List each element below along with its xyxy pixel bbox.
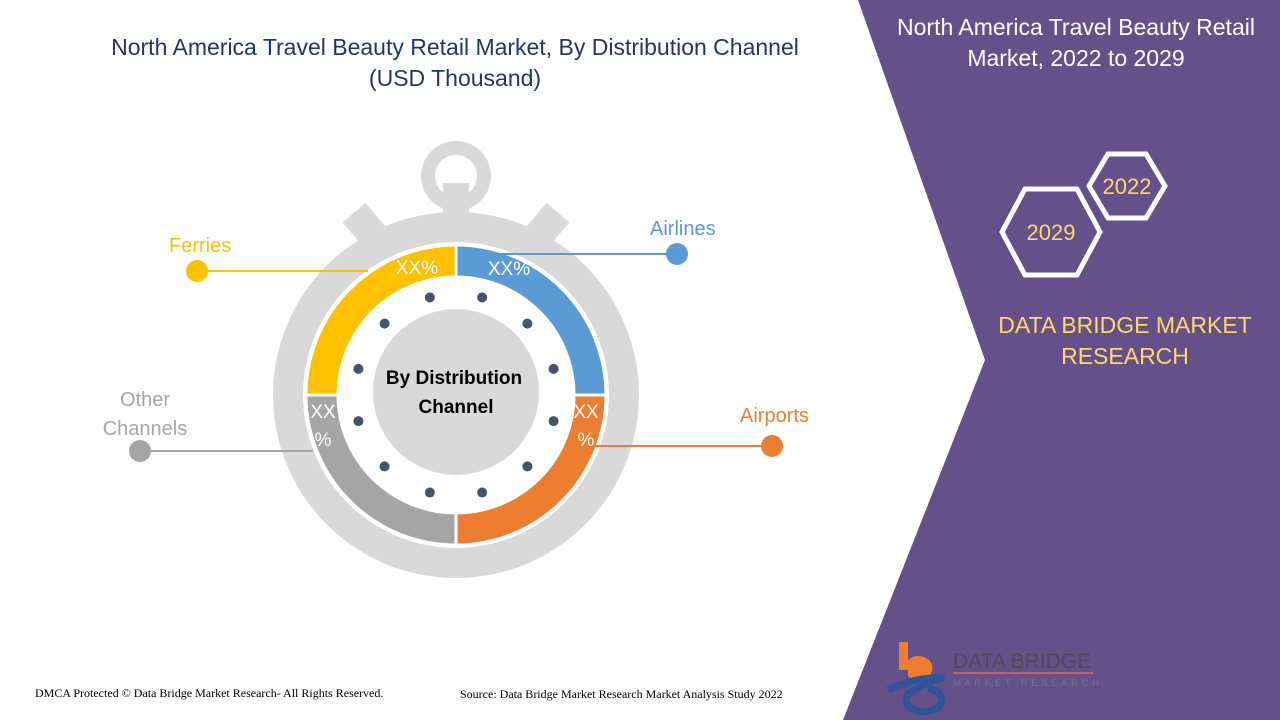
logo-subtext: MARKET RESEARCH: [953, 678, 1103, 688]
year-start: 2022: [1103, 174, 1152, 199]
value-label-airports-1: XX: [573, 402, 599, 423]
logo-icon: [886, 642, 946, 716]
marker-airports: [761, 435, 783, 457]
footer-copyright: DMCA Protected © Data Bridge Market Rese…: [35, 686, 384, 700]
logo-text: DATA BRIDGE: [953, 650, 1091, 673]
value-label-other-1: XX: [310, 402, 336, 423]
tick-dot: [379, 461, 390, 472]
brand-name: DATA BRIDGE MARKET RESEARCH: [998, 312, 1252, 369]
center-label-line1: By Distribution: [386, 368, 522, 389]
legend-airlines: Airlines: [650, 218, 716, 240]
hexagon-2022-icon: [1086, 151, 1168, 221]
tick-dot: [548, 363, 559, 374]
center-label-line2: Channel: [419, 397, 494, 418]
value-label-airlines: XX%: [488, 259, 530, 280]
legend-ferries: Ferries: [169, 235, 232, 257]
side-panel-bg: [843, 0, 1280, 720]
tick-dot: [424, 292, 435, 303]
tick-dot: [548, 416, 559, 427]
tick-dot: [379, 318, 390, 329]
legend-airports: Airports: [740, 405, 809, 427]
marker-airlines: [666, 243, 688, 265]
tick-dot: [353, 363, 364, 374]
value-label-ferries: XX%: [396, 258, 438, 279]
value-label-airports-2: %: [578, 430, 595, 451]
side-panel-title: North America Travel Beauty Retail Marke…: [897, 14, 1255, 71]
marker-other: [129, 440, 151, 462]
hexagon-2029-icon: [999, 186, 1103, 278]
tick-dot: [424, 487, 435, 498]
tick-dot: [353, 416, 364, 427]
tick-dot: [477, 487, 488, 498]
footer-source: Source: Data Bridge Market Research Mark…: [460, 687, 783, 701]
year-end: 2029: [1027, 220, 1076, 245]
segment-ferries: [304, 243, 458, 397]
tick-dot: [477, 292, 488, 303]
tick-dots: [353, 292, 559, 498]
marker-ferries: [186, 260, 208, 282]
chart-title: North America Travel Beauty Retail Marke…: [111, 34, 799, 91]
center-disc: [373, 309, 539, 475]
value-label-other-2: %: [315, 430, 332, 451]
tick-dot: [522, 318, 533, 329]
legend-other-channels: Other Channels: [102, 389, 188, 440]
tick-dot: [522, 461, 533, 472]
donut-ring: [304, 243, 608, 547]
